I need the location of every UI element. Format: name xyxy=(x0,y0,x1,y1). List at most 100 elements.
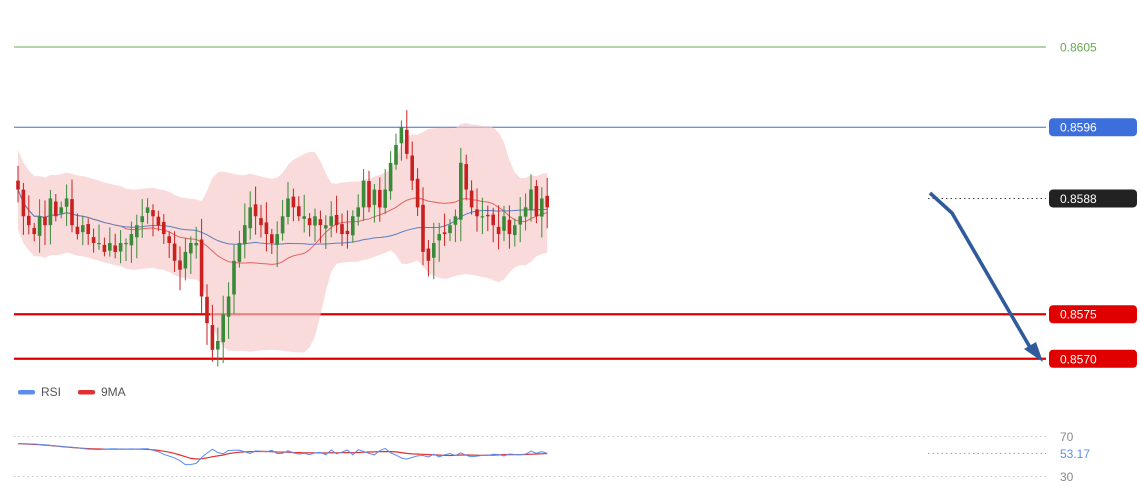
candle-body-57 xyxy=(324,225,328,229)
candle-body-88 xyxy=(491,214,495,226)
candle-body-90 xyxy=(502,216,506,231)
candle-body-73 xyxy=(410,155,414,181)
candle-92 xyxy=(513,218,517,247)
candle-body-30 xyxy=(178,260,182,270)
candle-body-3 xyxy=(32,227,36,235)
candle-body-72 xyxy=(405,129,409,154)
candle-2 xyxy=(27,195,31,235)
candle-95 xyxy=(529,174,533,222)
candle-11 xyxy=(75,213,80,240)
candle-52 xyxy=(297,196,301,222)
candle-body-11 xyxy=(75,226,80,235)
candle-44 xyxy=(253,186,258,235)
candle-body-29 xyxy=(172,243,177,261)
level-tag-label-1: 0.8596 xyxy=(1060,121,1097,135)
candle-body-85 xyxy=(475,209,479,217)
candle-35 xyxy=(205,284,209,345)
candle-body-33 xyxy=(194,242,198,246)
candle-body-27 xyxy=(162,221,166,235)
candle-25 xyxy=(151,204,155,237)
candle-74 xyxy=(415,168,420,216)
candle-body-46 xyxy=(264,222,269,235)
candle-45 xyxy=(259,204,263,238)
candle-body-81 xyxy=(453,216,458,225)
candle-94 xyxy=(523,193,528,231)
candle-body-98 xyxy=(545,195,549,208)
candle-body-95 xyxy=(529,189,533,211)
candle-body-84 xyxy=(469,190,474,208)
rsi-line xyxy=(17,443,548,466)
candle-29 xyxy=(172,231,177,272)
candle-90 xyxy=(502,205,506,242)
candle-body-83 xyxy=(464,164,468,190)
candle-body-10 xyxy=(70,199,74,226)
candle-41 xyxy=(237,230,242,268)
candle-88 xyxy=(491,207,495,243)
candle-body-39 xyxy=(226,296,231,317)
candle-body-38 xyxy=(221,314,225,343)
candle-body-51 xyxy=(291,196,296,208)
candle-body-63 xyxy=(356,207,360,217)
candle-57 xyxy=(324,215,328,250)
candle-body-69 xyxy=(388,162,393,192)
level-tag-2: 0.8588 xyxy=(1049,189,1137,208)
candle-body-4 xyxy=(37,216,42,236)
candle-21 xyxy=(129,221,134,263)
candle-12 xyxy=(81,215,85,246)
candle-body-61 xyxy=(345,230,350,235)
price-levels xyxy=(14,46,1046,360)
candle-67 xyxy=(378,177,382,222)
candle-body-43 xyxy=(248,207,252,229)
projection-arrow-shaft xyxy=(928,191,1033,350)
legend-swatch-0 xyxy=(18,390,35,395)
candle-body-87 xyxy=(486,214,490,217)
candle-body-96 xyxy=(534,186,539,217)
candle-body-48 xyxy=(275,234,279,245)
candle-10 xyxy=(70,179,74,233)
candle-53 xyxy=(302,194,306,233)
candle-body-1 xyxy=(21,189,26,217)
candle-body-0 xyxy=(16,180,20,190)
candle-48 xyxy=(275,221,279,267)
level-tag-1: 0.8596 xyxy=(1049,118,1137,137)
candle-body-45 xyxy=(259,218,263,226)
candle-body-15 xyxy=(97,242,101,245)
candle-body-70 xyxy=(394,145,398,165)
candle-body-25 xyxy=(151,210,155,217)
candle-4 xyxy=(37,199,42,253)
candle-body-17 xyxy=(108,242,112,251)
candle-body-36 xyxy=(210,325,215,350)
candle-32 xyxy=(189,236,193,274)
candle-80 xyxy=(448,219,452,242)
candle-76 xyxy=(426,240,431,277)
candle-body-47 xyxy=(270,234,274,243)
candle-5 xyxy=(43,200,47,246)
candle-58 xyxy=(329,201,333,238)
candle-43 xyxy=(248,191,252,240)
candle-16 xyxy=(102,237,107,257)
candle-59 xyxy=(334,195,339,233)
candle-body-37 xyxy=(216,340,220,350)
candle-body-78 xyxy=(437,234,441,241)
candle-body-76 xyxy=(426,248,431,261)
candle-6 xyxy=(48,189,53,245)
candle-9 xyxy=(64,184,69,226)
candle-body-9 xyxy=(64,198,69,207)
candle-body-13 xyxy=(86,224,90,235)
candle-body-65 xyxy=(367,181,371,208)
candle-50 xyxy=(286,181,290,225)
rsi-level-label-1: 30 xyxy=(1060,470,1074,484)
candle-63 xyxy=(356,194,360,226)
legend-label-1: 9MA xyxy=(101,385,126,399)
candle-body-49 xyxy=(280,216,285,234)
legend-label-0: RSI xyxy=(41,385,61,399)
candlesticks xyxy=(16,110,549,367)
candle-body-14 xyxy=(91,237,96,243)
candle-body-23 xyxy=(140,216,144,223)
candle-85 xyxy=(475,188,479,232)
candle-body-16 xyxy=(102,244,107,252)
candle-56 xyxy=(318,210,323,243)
candle-body-94 xyxy=(523,207,528,217)
level-tag-label-3: 0.8575 xyxy=(1060,308,1097,322)
